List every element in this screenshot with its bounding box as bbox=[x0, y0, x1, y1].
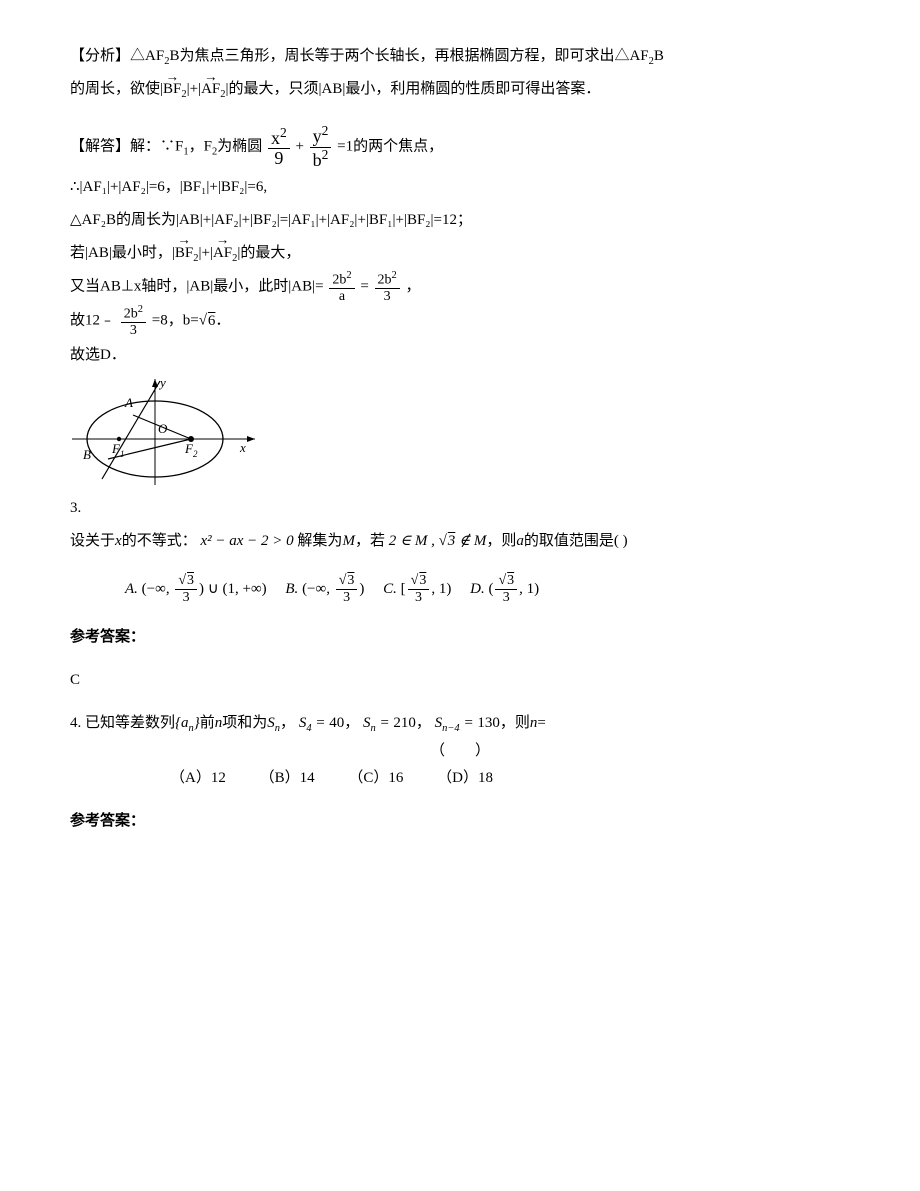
txt: 的不等式： bbox=[122, 533, 197, 549]
txt: |的最大，只须|AB|最小，利用椭圆的性质即可得出答案． bbox=[226, 81, 601, 97]
txt: b bbox=[313, 150, 322, 170]
svg-text:A: A bbox=[124, 395, 133, 410]
vector-af2b: AF bbox=[213, 237, 232, 270]
txt: 前 bbox=[200, 715, 215, 731]
txt: 9 bbox=[268, 149, 290, 169]
txt: 40， bbox=[329, 715, 359, 731]
set-m: M bbox=[342, 533, 355, 549]
txt: y bbox=[313, 126, 322, 146]
var-x: x bbox=[115, 533, 122, 549]
txt: ，则 bbox=[486, 533, 516, 549]
var-a: a bbox=[516, 533, 524, 549]
ellipse-eq: x29 + y2b2 bbox=[266, 124, 333, 171]
txt: ． bbox=[215, 313, 230, 329]
q4-options: （A）12 （B）14 （C）16 （D）18 bbox=[70, 762, 850, 795]
txt: |+| bbox=[187, 81, 201, 97]
q3-options: A. (−∞, √33) ∪ (1, +∞) B. (−∞, √33) C. [… bbox=[70, 573, 850, 606]
txt: 【分析】△AF bbox=[70, 48, 164, 64]
txt: 为椭圆 bbox=[217, 139, 262, 155]
txt: B为焦点三角形，周长等于两个长轴长，再根据椭圆方程，即可求出△AF bbox=[169, 48, 648, 64]
txt: ，F bbox=[189, 139, 212, 155]
analysis-line1: 【分析】△AF2B为焦点三角形，周长等于两个长轴长，再根据椭圆方程，即可求出△A… bbox=[70, 40, 850, 73]
txt: B bbox=[654, 48, 664, 64]
sol-line4: ∴|AF₁|+|AF₂|=6，|BF₁|+|BF₂|=6, bbox=[70, 171, 850, 204]
txt: 2b bbox=[378, 273, 392, 288]
sol-line7: 又当AB⊥x轴时，|AB|最小，此时|AB|= 2b2a = 2b23 ， bbox=[70, 270, 850, 304]
txt: |的最大， bbox=[237, 245, 300, 261]
svg-text:y: y bbox=[158, 377, 166, 390]
opt-c: [√33, 1) bbox=[401, 581, 452, 597]
q4-answer-label: 参考答案： bbox=[70, 805, 850, 838]
txt: AF bbox=[213, 245, 232, 261]
txt: = bbox=[537, 715, 545, 731]
txt: 【解答】解：∵F bbox=[70, 139, 183, 155]
txt: 又当AB⊥x轴时，|AB|最小，此时|AB|= bbox=[70, 279, 324, 295]
txt: =8，b= bbox=[152, 313, 199, 329]
opt-c-label: C. bbox=[383, 581, 397, 597]
txt: 2b bbox=[332, 273, 346, 288]
txt: 4. 已知等差数列 bbox=[70, 715, 175, 731]
vector-af2: AF bbox=[201, 73, 220, 106]
svg-text:x: x bbox=[239, 440, 246, 455]
s4: S4 = bbox=[299, 715, 329, 731]
q4-blank: （ ） bbox=[70, 740, 850, 763]
txt: 项和为 bbox=[222, 715, 267, 731]
q4-opt-b: （B）14 bbox=[260, 762, 315, 795]
txt: 的取值范围是( ) bbox=[524, 533, 628, 549]
txt: ， bbox=[406, 279, 421, 295]
txt: |+| bbox=[198, 245, 212, 261]
seq-an: {an} bbox=[175, 715, 200, 731]
sn: Sn bbox=[267, 715, 280, 731]
txt: = bbox=[360, 279, 368, 295]
condition: 2 ∈ M , √3 ∉ M bbox=[389, 533, 487, 549]
txt: 故12﹣ bbox=[70, 313, 115, 329]
txt: AF bbox=[201, 81, 220, 97]
txt: 3 bbox=[121, 323, 146, 338]
q3-answer: C bbox=[70, 664, 850, 697]
txt: 130，则 bbox=[477, 715, 530, 731]
opt-d-label: D. bbox=[470, 581, 485, 597]
txt: 3 bbox=[375, 289, 400, 304]
q3-answer-label: 参考答案： bbox=[70, 621, 850, 654]
svg-text:B: B bbox=[83, 447, 91, 462]
txt: BF bbox=[175, 245, 193, 261]
sn4: Sn−4 = bbox=[435, 715, 478, 731]
opt-a: (−∞, √33) ∪ (1, +∞) bbox=[142, 581, 267, 597]
txt: 若|AB|最小时，| bbox=[70, 245, 175, 261]
sn-v: Sn = bbox=[363, 715, 393, 731]
sol-line8: 故12﹣ 2b23 =8，b=√6． bbox=[70, 304, 850, 338]
vector-bf2b: BF bbox=[175, 237, 193, 270]
paren: （ ） bbox=[430, 743, 490, 759]
inequality: x² − ax − 2 > 0 bbox=[200, 533, 293, 549]
opt-d: (√33, 1) bbox=[488, 581, 539, 597]
txt: 210， bbox=[393, 715, 431, 731]
q4-stem: 4. 已知等差数列{an}前n项和为Sn， S4 = 40， Sn = 210，… bbox=[70, 707, 850, 740]
analysis-line2: 的周长，欲使|BF2|+|AF2|的最大，只须|AB|最小，利用椭圆的性质即可得… bbox=[70, 73, 850, 106]
svg-text:F2: F2 bbox=[184, 441, 198, 459]
vector-bf2: BF bbox=[163, 73, 181, 106]
sol-line6: 若|AB|最小时，|BF2|+|AF2|的最大， bbox=[70, 237, 850, 270]
svg-text:O: O bbox=[158, 421, 168, 436]
q4-opt-c: （C）16 bbox=[348, 762, 403, 795]
q4-opt-d: （D）18 bbox=[437, 762, 493, 795]
txt: 设关于 bbox=[70, 533, 115, 549]
txt: ， bbox=[280, 715, 295, 731]
q3-stem: 设关于x的不等式： x² − ax − 2 > 0 解集为M，若 2 ∈ M ,… bbox=[70, 525, 850, 558]
sol-line9: 故选D． bbox=[70, 339, 850, 372]
q4-opt-a: （A）12 bbox=[170, 762, 226, 795]
ellipse-diagram: y x A B O F1 F2 bbox=[70, 377, 260, 487]
opt-a-label: A. bbox=[125, 581, 138, 597]
txt: =1的两个焦点， bbox=[337, 139, 443, 155]
txt: x bbox=[271, 128, 280, 148]
txt: BF bbox=[163, 81, 181, 97]
txt: 的周长，欲使| bbox=[70, 81, 163, 97]
solution-open: 【解答】解：∵F1，F2为椭圆 x29 + y2b2 =1的两个焦点， bbox=[70, 124, 850, 171]
txt: 2b bbox=[124, 307, 138, 322]
txt: 解集为 bbox=[297, 533, 342, 549]
opt-b: (−∞, √33) bbox=[302, 581, 364, 597]
opt-b-label: B. bbox=[285, 581, 298, 597]
txt: a bbox=[329, 289, 354, 304]
q3-number: 3. bbox=[70, 492, 850, 525]
txt: ，若 bbox=[355, 533, 385, 549]
